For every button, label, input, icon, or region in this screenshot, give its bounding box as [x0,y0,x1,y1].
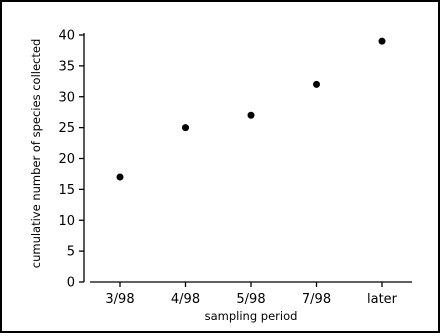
y-tick-label: 0 [67,276,75,291]
y-axis-title: cumulative number of species collected [29,39,43,269]
y-tick-label: 35 [58,59,75,74]
y-ticks: 0 5 10 15 20 25 30 35 40 [58,29,84,291]
y-tick-label: 15 [58,183,75,198]
x-tick-label: 4/98 [171,292,200,307]
data-point [182,124,189,132]
x-tick-label: 7/98 [302,292,331,307]
scatter-chart: 0 5 10 15 20 25 30 35 40 3/98 4/98 5/98 7/98 later s… [29,29,412,323]
x-axis-title: sampling period [205,309,298,323]
data-points [116,37,386,181]
x-ticks: 3/98 4/98 5/98 7/98 later [105,282,398,307]
data-point [116,173,124,181]
y-tick-label: 25 [58,121,75,136]
data-point [378,37,386,45]
y-tick-label: 20 [58,152,75,167]
x-tick-label: 5/98 [236,292,265,307]
y-tick-label: 30 [58,90,75,105]
y-tick-label: 10 [58,214,75,229]
x-tick-label: later [367,292,398,307]
y-tick-label: 5 [67,245,75,260]
y-tick-label: 40 [58,29,75,44]
x-tick-label: 3/98 [105,292,134,307]
data-point [313,80,320,88]
data-point [247,111,255,119]
